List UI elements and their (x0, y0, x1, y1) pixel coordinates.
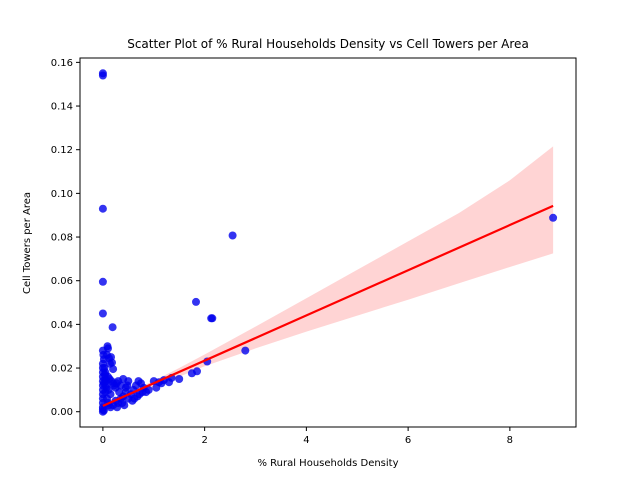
plot-area: 0 2 4 6 8 0.00 0.02 0.04 0.06 0.08 0.10 0.12 0.14 0.1… (51, 57, 577, 446)
scatter-point (120, 401, 129, 410)
regression-line (102, 204, 554, 407)
x-tick-label: 6 (405, 435, 411, 446)
y-tick-label: 0.08 (51, 233, 73, 244)
scatter-point (241, 346, 250, 355)
scatter-point (549, 213, 558, 222)
scatter-point (104, 344, 112, 353)
x-tick-label: 4 (303, 435, 309, 446)
x-tick-label: 0 (100, 435, 106, 446)
y-tick-label: 0.14 (51, 102, 73, 113)
scatter-point (108, 323, 117, 332)
scatter-point (98, 309, 107, 318)
y-tick-label: 0.12 (51, 145, 73, 156)
scatter-point (99, 406, 108, 415)
y-tick-label: 0.16 (51, 58, 73, 69)
scatter-point (208, 314, 217, 323)
confidence-band (102, 146, 554, 410)
x-axis-title: % Rural Households Density (257, 458, 398, 469)
scatter-point (115, 388, 124, 397)
scatter-point (175, 375, 184, 383)
x-tick-label: 2 (201, 435, 207, 446)
scatter-point (100, 370, 109, 379)
scatter-point (99, 379, 108, 388)
scatter-point (192, 297, 200, 306)
chart-title: Scatter Plot of % Rural Households Densi… (127, 37, 529, 51)
x-tick-label: 8 (507, 435, 513, 446)
y-axis-title: Cell Towers per Area (22, 192, 33, 294)
scatter-point (98, 277, 107, 286)
scatter-point (104, 385, 113, 394)
axes-frame (79, 57, 577, 428)
scatter-point (228, 231, 237, 240)
scatter-point (98, 71, 107, 80)
y-tick-label: 0.10 (51, 189, 73, 200)
scatter-point (144, 385, 153, 394)
y-tick-label: 0.04 (51, 320, 73, 331)
y-tick-label: 0.00 (51, 407, 73, 418)
scatter-point (108, 358, 116, 367)
y-tick-label: 0.02 (51, 364, 73, 375)
scatter-point (123, 381, 132, 390)
scatter-point (112, 379, 121, 388)
scatter-point (100, 364, 109, 372)
scatter-point (98, 204, 107, 213)
y-tick-label: 0.06 (51, 276, 73, 287)
scatter-point (187, 369, 196, 378)
scatter-point (109, 365, 118, 374)
